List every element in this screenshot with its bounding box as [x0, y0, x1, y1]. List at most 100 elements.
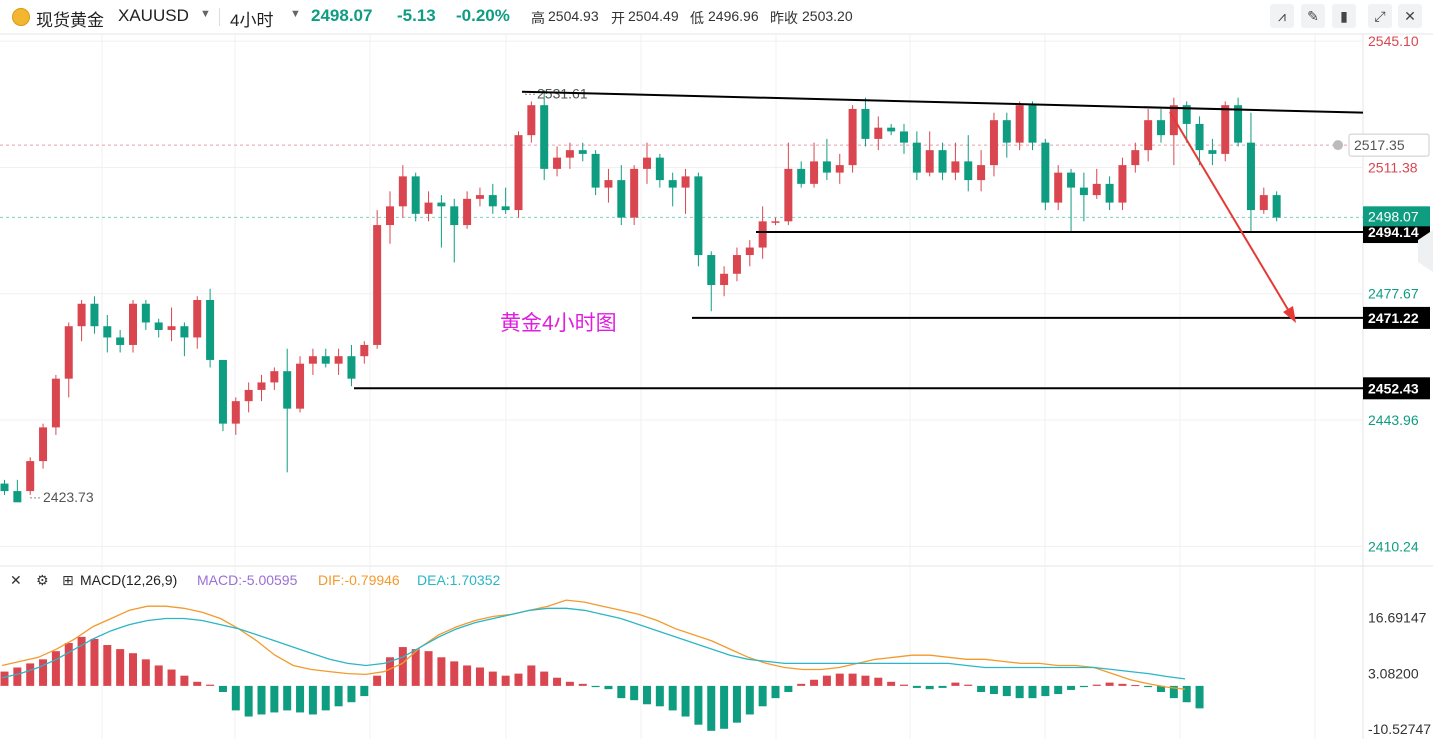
candle-body — [13, 491, 22, 503]
candle-body — [116, 337, 125, 345]
candle-body — [424, 202, 433, 214]
candle-body — [475, 195, 484, 199]
candle-body — [283, 371, 292, 409]
candle-body — [373, 225, 382, 345]
candle-body — [39, 427, 48, 462]
macd-value: MACD:-5.00595 — [197, 572, 298, 588]
interval-selector[interactable]: 4小时 — [230, 11, 274, 30]
candle-body — [989, 120, 998, 166]
support-price-label: 2471.22 — [1368, 310, 1419, 326]
candle-body — [334, 356, 343, 364]
macd-remove-icon[interactable]: ✕ — [10, 572, 22, 588]
candle-body — [964, 161, 973, 181]
macd-histogram-bar — [925, 685, 934, 690]
macd-histogram-bar — [861, 675, 870, 686]
macd-histogram-bar — [424, 651, 433, 686]
candle-body — [912, 142, 921, 173]
macd-histogram-bar — [874, 677, 883, 686]
macd-histogram-bar — [437, 657, 446, 686]
macd-histogram-bar — [231, 685, 240, 711]
candle-body — [1195, 123, 1204, 151]
macd-histogram-bar — [1195, 685, 1204, 709]
macd-histogram-bar — [617, 685, 626, 699]
macd-histogram-bar — [745, 685, 754, 715]
symbol-name[interactable]: 现货黄金 — [36, 11, 104, 30]
candle-body — [141, 303, 150, 323]
macd-histogram-bar — [951, 682, 960, 686]
candle-style-icon[interactable]: ▮ — [1332, 4, 1356, 28]
candle-body — [450, 206, 459, 226]
macd-collapse-icon[interactable]: ⊞ — [62, 572, 74, 588]
support-price-tag — [1363, 377, 1430, 400]
symbol-code[interactable]: XAUUSD — [118, 6, 189, 25]
candle-body — [861, 108, 870, 139]
candle-body — [103, 326, 112, 338]
candle-body — [1079, 187, 1088, 196]
candle-body — [244, 389, 253, 402]
macd-histogram-bar — [887, 681, 896, 686]
macd-histogram-bar — [900, 684, 908, 686]
candle-body — [347, 356, 356, 379]
macd-histogram-bar — [668, 685, 677, 711]
bearish-arrow-head — [1283, 306, 1296, 323]
candle-body — [1105, 183, 1114, 203]
candle-body — [180, 326, 189, 338]
candle-body — [206, 300, 215, 360]
candle-body — [527, 105, 536, 136]
candle-body — [810, 161, 819, 184]
macd-histogram-bar — [694, 685, 703, 725]
dif-value: DIF:-0.79946 — [318, 572, 400, 588]
candle-body — [1028, 105, 1037, 143]
high-value: 2504.93 — [548, 8, 599, 24]
candle-body — [1002, 120, 1011, 143]
open-value: 2504.49 — [628, 8, 679, 24]
candle-body — [398, 176, 407, 207]
candle-body — [1144, 120, 1153, 151]
candle-body — [64, 326, 73, 379]
candle-body — [565, 150, 574, 158]
macd-histogram-bar — [938, 685, 947, 688]
support-price-tag — [1363, 306, 1430, 329]
low-marker-label: 2423.73 — [43, 489, 94, 505]
gold-coin-icon — [12, 8, 30, 26]
dea-line — [1, 607, 1186, 680]
dashed-level-label: 2517.35 — [1354, 137, 1405, 153]
interval-dropdown-icon[interactable]: ▼ — [290, 8, 301, 20]
macd-histogram-bar — [26, 663, 35, 686]
macd-histogram-bar — [681, 685, 690, 717]
candle-body — [193, 300, 202, 338]
candle-body — [835, 165, 844, 173]
macd-settings-icon[interactable]: ⚙ — [36, 572, 49, 588]
candle-body — [758, 221, 767, 248]
candle-body — [784, 168, 793, 222]
close-icon[interactable]: ✕ — [1398, 4, 1422, 28]
macd-histogram-bar — [475, 667, 484, 686]
symbol-dropdown-icon[interactable]: ▼ — [200, 8, 211, 20]
candle-body — [308, 356, 317, 364]
macd-histogram-bar — [218, 685, 227, 693]
expand-icon[interactable]: ⤢ — [1368, 4, 1392, 28]
macd-histogram-bar — [977, 685, 986, 693]
side-scroll-handle — [1418, 230, 1433, 272]
candle-body — [1246, 142, 1255, 211]
candle-body — [77, 303, 86, 327]
current-price-label: 2498.07 — [1368, 208, 1419, 224]
candle-body — [1157, 120, 1165, 136]
macd-histogram-bar — [810, 679, 819, 686]
macd-y-tick-label: 3.08200 — [1368, 665, 1419, 681]
macd-histogram-bar — [283, 685, 292, 711]
macd-histogram-bar — [604, 685, 613, 690]
drawing-tools-icon[interactable]: ⩘ — [1270, 4, 1294, 28]
candle-body — [270, 371, 279, 383]
candle-body — [1118, 165, 1127, 203]
prev-close-label: 昨收 — [770, 10, 798, 26]
pencil-icon[interactable]: ✎ — [1301, 4, 1325, 28]
macd-histogram-bar — [553, 677, 562, 686]
macd-histogram-bar — [1092, 684, 1101, 686]
bearish-arrow — [1169, 111, 1294, 319]
macd-histogram-bar — [1002, 685, 1011, 697]
candle-body — [732, 255, 741, 274]
candle-body — [874, 127, 883, 139]
candle-body — [386, 206, 394, 226]
